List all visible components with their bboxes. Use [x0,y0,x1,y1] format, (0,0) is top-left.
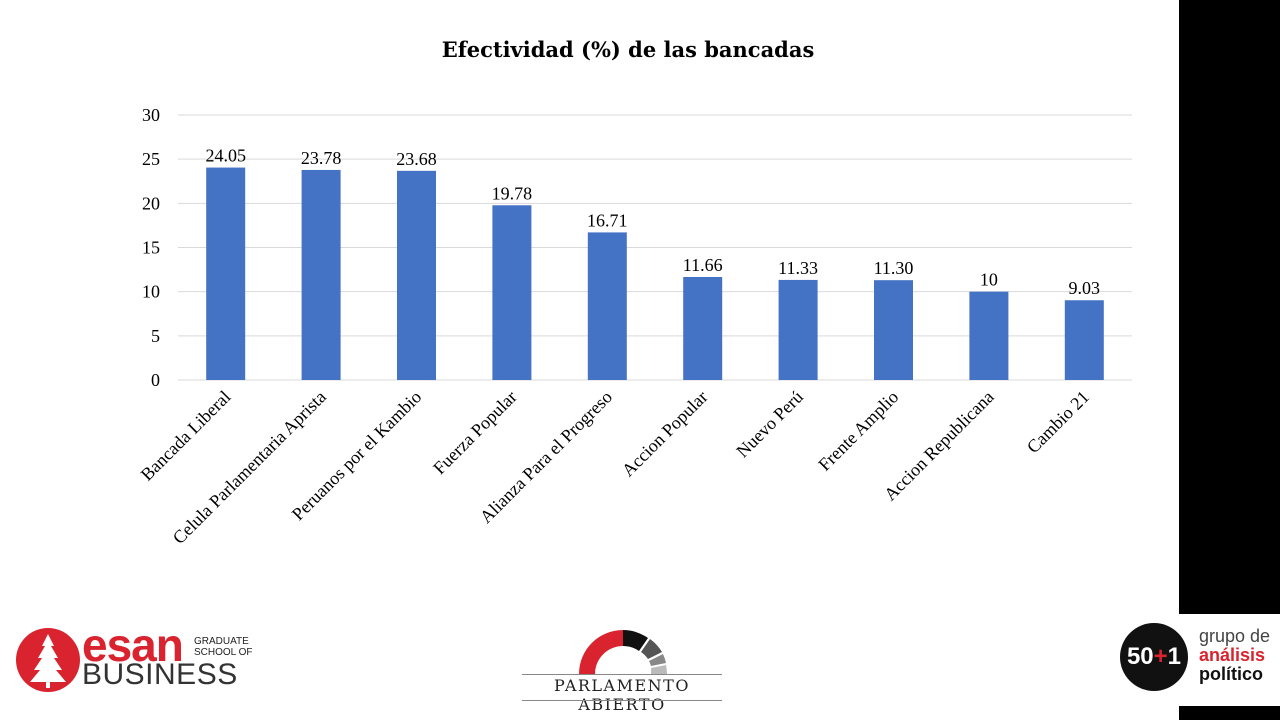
x-category-label: Frente Amplio [814,387,902,475]
x-category-label: Nuevo Perú [732,387,807,462]
x-category-label: Cambio 21 [1023,387,1093,457]
data-label: 16.71 [587,210,628,230]
bar [1064,300,1104,380]
y-tick-label: 0 [151,370,160,390]
esan-logo: esan GRADUATE SCHOOL OF BUSINESS [16,619,256,694]
y-tick-label: 20 [142,193,160,213]
bar [301,169,341,380]
tree-icon [30,634,66,688]
bar [683,277,723,380]
badge-number-left: 50 [1126,643,1154,670]
parlamento-abierto-logo: PARLAMENTO ABIERTO [517,618,733,714]
esan-graduate-line2: SCHOOL OF [194,647,253,658]
data-label: 9.03 [1069,278,1101,298]
esan-graduate-line1: GRADUATE [194,636,249,647]
parliament-arc-icon [579,630,667,674]
bar [492,205,532,380]
esan-graduate-text: GRADUATE SCHOOL OF [194,636,253,658]
data-label: 23.78 [301,148,342,168]
y-tick-label: 30 [142,105,160,125]
esan-wordmark: esan [82,619,184,671]
data-label: 11.30 [874,258,914,278]
data-label: 11.66 [683,255,723,275]
grupo-line3: político [1199,664,1263,684]
fifty-plus-one-badge: 50+1 [1120,623,1188,691]
data-label: 24.05 [205,146,246,166]
x-category-label: Celula Parlamentaria Aprista [169,387,330,548]
bar-chart: Efectividad (%) de las bancadas 0 5 10 15 20… [137,37,1132,548]
parlamento-rule-bottom [522,700,722,701]
right-black-bar [1179,0,1280,614]
grupo-analisis-logo: 50+1 grupo de análisis político [1119,622,1279,694]
y-tick-label: 15 [142,238,160,258]
grupo-line2: análisis [1199,645,1266,665]
bar [778,279,818,380]
data-label: 23.68 [396,149,437,169]
x-category-label: Bancada Liberal [137,387,235,485]
y-tick-label: 10 [142,282,160,302]
y-tick-label: 25 [142,149,160,169]
bar [874,280,913,380]
right-black-bar-bottom [1179,706,1280,720]
data-label: 19.78 [492,183,533,203]
bar [206,167,246,380]
y-tick-label: 5 [151,326,160,346]
x-category-label: Fuerza Popular [429,387,521,479]
chart-title: Efectividad (%) de las bancadas [442,37,815,62]
bar [397,170,436,380]
esan-tree-emblem [16,628,80,692]
bar [587,232,627,380]
esan-business-text: BUSINESS [82,658,238,691]
bar [969,291,1009,380]
badge-plus: + [1153,643,1168,670]
badge-number-right: 1 [1167,643,1182,670]
data-label: 10 [980,270,998,290]
grupo-text: grupo de análisis político [1199,627,1270,684]
parlamento-rule-top [522,674,722,675]
grupo-line1: grupo de [1199,626,1271,646]
parlamento-text: PARLAMENTO ABIERTO [554,676,690,714]
x-category-label: Accion Popular [618,387,712,481]
data-label: 11.33 [778,258,818,278]
